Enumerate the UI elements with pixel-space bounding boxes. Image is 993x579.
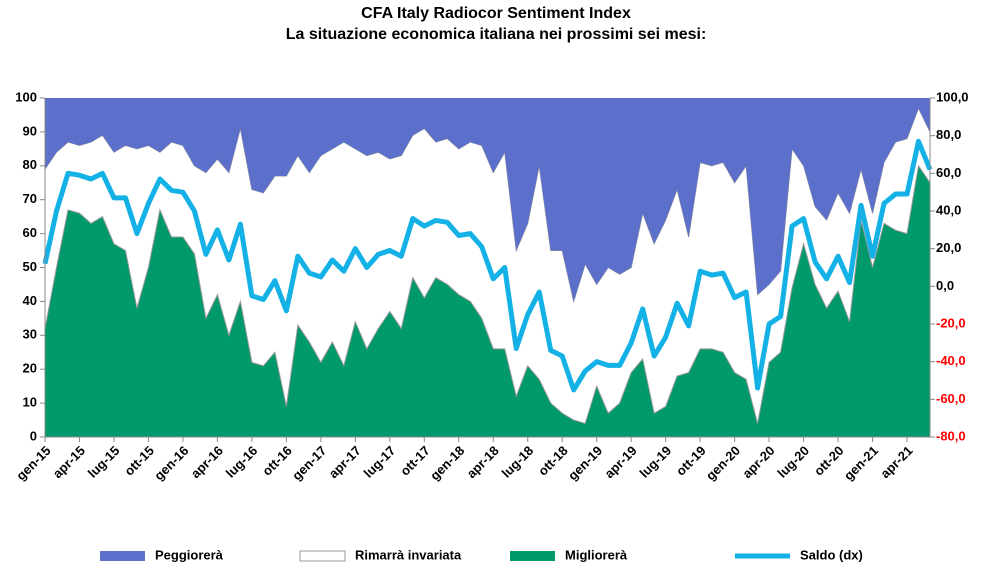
legend-swatch [510,551,555,561]
x-tick-label: apr-15 [50,443,88,481]
y2-tick-label: 100,0 [936,89,969,104]
y2-tick-label: -20,0 [936,315,966,330]
legend-label: Rimarrà invariata [355,547,462,562]
x-tick-label: lug-19 [637,443,675,481]
y2-tick-label: 20,0 [936,240,961,255]
y2-tick-label: 40,0 [936,202,961,217]
y-tick-label: 90 [23,123,37,138]
x-tick-label: gen-19 [565,443,605,483]
x-tick-label: lug-17 [361,443,399,481]
y-tick-label: 60 [23,225,37,240]
chart-subtitle: La situazione economica italiana nei pro… [286,26,707,43]
y2-tick-label: 80,0 [936,127,961,142]
x-tick-label: apr-17 [326,443,364,481]
x-tick-label: lug-16 [223,443,261,481]
x-tick-label: lug-20 [774,443,812,481]
x-tick-label: gen-18 [427,443,467,483]
area [45,165,930,438]
y-tick-label: 10 [23,395,37,410]
y2-tick-label: -80,0 [936,428,966,443]
area [45,98,930,302]
y2-tick-label: 60,0 [936,165,961,180]
x-tick-label: lug-18 [499,443,537,481]
x-tick-label: apr-16 [188,443,226,481]
legend-swatch [100,551,145,561]
x-tick-label: apr-19 [602,443,640,481]
legend-label: Saldo (dx) [800,547,863,562]
legend-label: Peggiorerà [155,547,224,562]
x-tick-label: apr-20 [739,443,777,481]
y-tick-label: 20 [23,361,37,376]
x-tick-label: gen-21 [841,443,881,483]
y2-tick-label: -60,0 [936,391,966,406]
legend-swatch [299,550,346,562]
y-tick-label: 30 [23,327,37,342]
y-tick-label: 50 [23,259,37,274]
x-tick-label: apr-21 [877,443,915,481]
y2-tick-label: 0,0 [936,278,954,293]
chart-title: CFA Italy Radiocor Sentiment Index [361,5,631,22]
line [42,138,933,393]
x-tick-label: gen-16 [151,443,191,483]
y2-tick-label: -40,0 [936,353,966,368]
x-tick-label: gen-15 [13,443,53,483]
legend-label: Migliorerà [565,547,628,562]
x-tick-label: gen-20 [703,443,743,483]
y-tick-label: 0 [30,428,37,443]
x-tick-label: gen-17 [289,443,329,483]
y-tick-label: 80 [23,157,37,172]
y-tick-label: 40 [23,293,37,308]
y-tick-label: 100 [15,89,37,104]
y-tick-label: 70 [23,191,37,206]
x-tick-label: lug-15 [85,443,123,481]
x-tick-label: apr-18 [464,443,502,481]
